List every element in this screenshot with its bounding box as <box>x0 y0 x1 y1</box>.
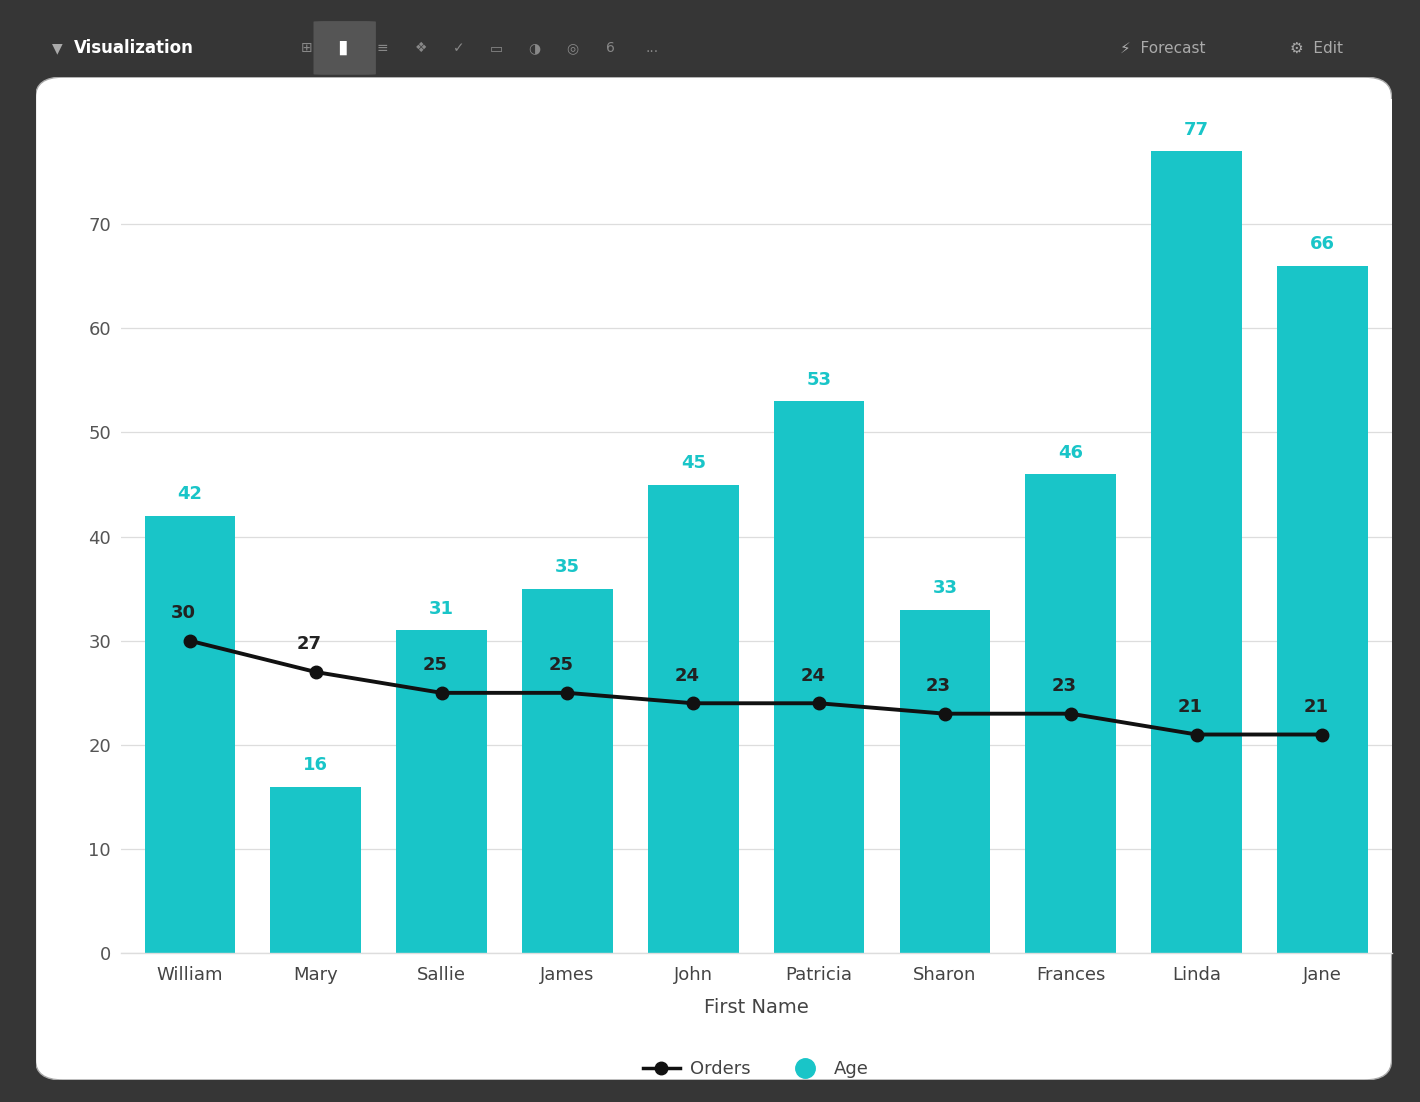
Text: 66: 66 <box>1309 236 1335 253</box>
Text: 46: 46 <box>1058 444 1083 462</box>
Text: 24: 24 <box>801 667 825 684</box>
Text: 30: 30 <box>172 604 196 622</box>
Text: 45: 45 <box>680 454 706 472</box>
Text: ◎: ◎ <box>567 41 578 55</box>
Bar <box>396 630 487 953</box>
Text: 23: 23 <box>1052 677 1076 695</box>
Text: 6: 6 <box>606 41 615 55</box>
Text: 21: 21 <box>1177 698 1203 716</box>
Text: ▭: ▭ <box>490 41 503 55</box>
Text: 53: 53 <box>807 370 832 389</box>
Bar <box>1152 151 1242 953</box>
Text: ...: ... <box>646 41 659 55</box>
Text: ✓: ✓ <box>453 41 464 55</box>
Bar <box>648 485 738 953</box>
Bar <box>270 787 361 953</box>
Text: ⚡  Forecast: ⚡ Forecast <box>1120 41 1206 55</box>
Bar <box>1277 266 1367 953</box>
Text: 27: 27 <box>297 635 322 653</box>
Text: ▋: ▋ <box>339 41 349 55</box>
Bar <box>145 516 236 953</box>
FancyBboxPatch shape <box>314 21 376 75</box>
Bar <box>774 401 865 953</box>
Text: 25: 25 <box>548 656 574 674</box>
Text: 42: 42 <box>178 485 203 504</box>
Text: ◑: ◑ <box>528 41 541 55</box>
Text: 16: 16 <box>304 756 328 774</box>
Text: ≡: ≡ <box>376 41 389 55</box>
Bar <box>523 588 612 953</box>
FancyBboxPatch shape <box>36 77 1392 1080</box>
Text: 35: 35 <box>555 559 579 576</box>
Bar <box>1025 474 1116 953</box>
Text: ⊞: ⊞ <box>301 41 312 55</box>
Text: 31: 31 <box>429 599 454 618</box>
Text: 77: 77 <box>1184 121 1208 139</box>
Text: ⚙  Edit: ⚙ Edit <box>1289 41 1343 55</box>
Text: ❖: ❖ <box>415 41 427 55</box>
Bar <box>900 609 990 953</box>
Legend: Orders, Age: Orders, Age <box>636 1052 876 1085</box>
Text: ▼: ▼ <box>51 41 62 55</box>
Text: 23: 23 <box>926 677 951 695</box>
Text: 21: 21 <box>1304 698 1329 716</box>
Text: 25: 25 <box>423 656 447 674</box>
Text: 24: 24 <box>674 667 700 684</box>
X-axis label: First Name: First Name <box>704 998 808 1017</box>
Text: Visualization: Visualization <box>74 39 193 57</box>
Text: 33: 33 <box>933 579 957 597</box>
